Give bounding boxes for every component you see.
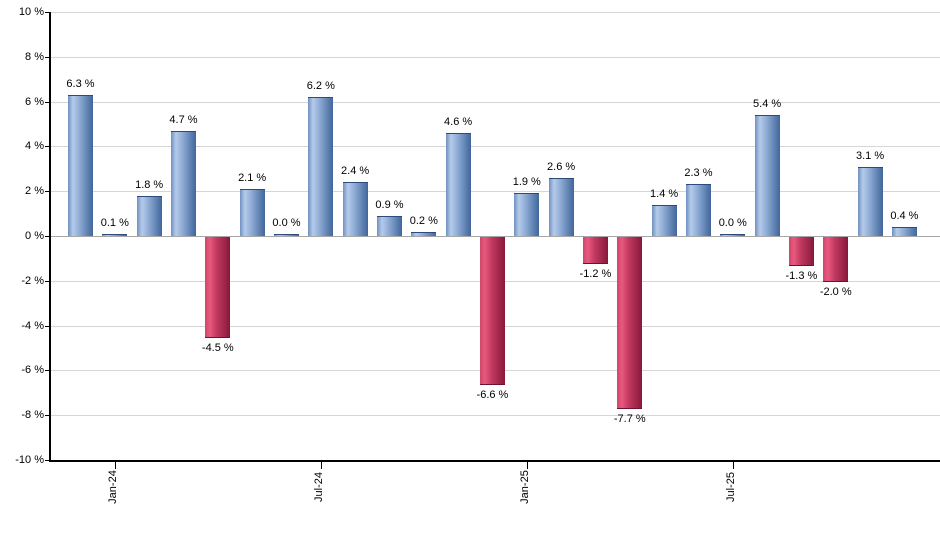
- x-tick: [732, 462, 734, 469]
- bar-positive: [68, 94, 93, 236]
- bar-positive: [239, 188, 265, 236]
- x-tick: [320, 462, 322, 469]
- y-tick: [45, 146, 50, 148]
- bar-positive: [170, 130, 196, 236]
- bar-value-label: 1.9 %: [512, 176, 541, 189]
- x-tick-label: Jan-25: [518, 470, 531, 504]
- bar-value-label: -4.5 %: [201, 341, 234, 354]
- bar-value-label: 2.4 %: [341, 165, 370, 178]
- gridline: [50, 56, 940, 58]
- gridline: [50, 12, 940, 13]
- bar-value-label: 5.4 %: [753, 98, 782, 111]
- zero-gridline: [50, 236, 940, 237]
- x-tick-label: Jul-24: [312, 472, 325, 502]
- bar-positive: [136, 195, 162, 236]
- bar-value-label: 4.6 %: [444, 115, 473, 128]
- y-tick: [45, 236, 50, 237]
- y-tick-label: 8 %: [25, 50, 44, 63]
- bar-negative: [479, 237, 505, 385]
- gridline: [50, 101, 940, 103]
- bar-value-label: -2.0 %: [819, 285, 852, 298]
- bar-value-label: 3.1 %: [856, 149, 885, 162]
- bar-value-label: 2.6 %: [547, 160, 576, 173]
- y-tick: [45, 191, 50, 193]
- y-tick-label: -2 %: [21, 274, 44, 287]
- bar-value-label: 6.2 %: [306, 80, 335, 93]
- bar-value-label: 0.4 %: [890, 210, 919, 223]
- bar-value-label: -6.6 %: [476, 388, 509, 401]
- x-axis-line: [49, 460, 940, 462]
- bar-negative: [205, 237, 231, 338]
- bar-positive: [273, 234, 299, 236]
- y-tick-label: -10 %: [15, 454, 44, 466]
- x-tick-label: Jul-25: [724, 472, 737, 502]
- y-tick-label: 2 %: [25, 185, 44, 198]
- gridline: [50, 415, 940, 417]
- y-tick-label: 6 %: [25, 95, 44, 108]
- bar-positive: [651, 204, 677, 236]
- bar-value-label: 2.1 %: [238, 171, 267, 184]
- y-axis-line: [49, 12, 51, 462]
- bar-value-label: 1.4 %: [650, 187, 679, 200]
- bar-positive: [754, 115, 780, 236]
- y-tick: [45, 370, 50, 372]
- bar-positive: [376, 215, 402, 236]
- y-tick-label: -6 %: [21, 364, 44, 377]
- bar-positive: [548, 177, 574, 236]
- bar-positive: [857, 166, 883, 236]
- x-tick: [526, 462, 528, 469]
- bar-negative: [788, 237, 814, 267]
- y-tick: [45, 460, 50, 461]
- y-tick-label: 4 %: [25, 140, 44, 153]
- bar-value-label: 2.3 %: [684, 167, 713, 180]
- y-tick-label: 0 %: [25, 230, 44, 242]
- y-tick: [45, 12, 50, 13]
- bar-value-label: 0.9 %: [375, 198, 404, 211]
- bar-positive: [411, 231, 437, 236]
- y-tick: [45, 101, 50, 103]
- bar-value-label: -7.7 %: [613, 413, 646, 426]
- y-tick: [45, 415, 50, 417]
- x-tick: [114, 462, 116, 469]
- y-tick: [45, 325, 50, 327]
- bar-value-label: 0.0 %: [272, 217, 301, 229]
- bar-positive: [720, 234, 746, 236]
- bar-value-label: 6.3 %: [66, 77, 95, 90]
- y-tick: [45, 56, 50, 58]
- y-tick-label: -8 %: [21, 409, 44, 422]
- bar-value-label: 0.2 %: [409, 214, 438, 227]
- bar-negative: [582, 237, 608, 264]
- bar-value-label: 0.1 %: [100, 216, 129, 229]
- gridline: [50, 146, 940, 148]
- bar-negative: [617, 237, 643, 410]
- x-tick-label: Jan-24: [106, 470, 119, 504]
- gridline: [50, 191, 940, 193]
- bar-positive: [342, 182, 368, 236]
- bar-positive: [102, 233, 128, 236]
- bar-value-label: 4.7 %: [169, 113, 198, 126]
- bar-value-label: 0.0 %: [718, 217, 747, 229]
- bar-value-label: -1.2 %: [579, 267, 612, 280]
- bar-value-label: 1.8 %: [135, 178, 164, 191]
- y-tick-label: -4 %: [21, 319, 44, 332]
- bar-positive: [308, 97, 334, 236]
- bar-value-label: -1.3 %: [785, 270, 818, 283]
- y-tick: [45, 280, 50, 282]
- y-tick-label: 10 %: [18, 6, 44, 18]
- bar-negative: [823, 237, 849, 282]
- bar-positive: [685, 184, 711, 236]
- bar-positive: [891, 227, 917, 236]
- bar-positive: [445, 132, 471, 236]
- bar-positive: [514, 193, 540, 236]
